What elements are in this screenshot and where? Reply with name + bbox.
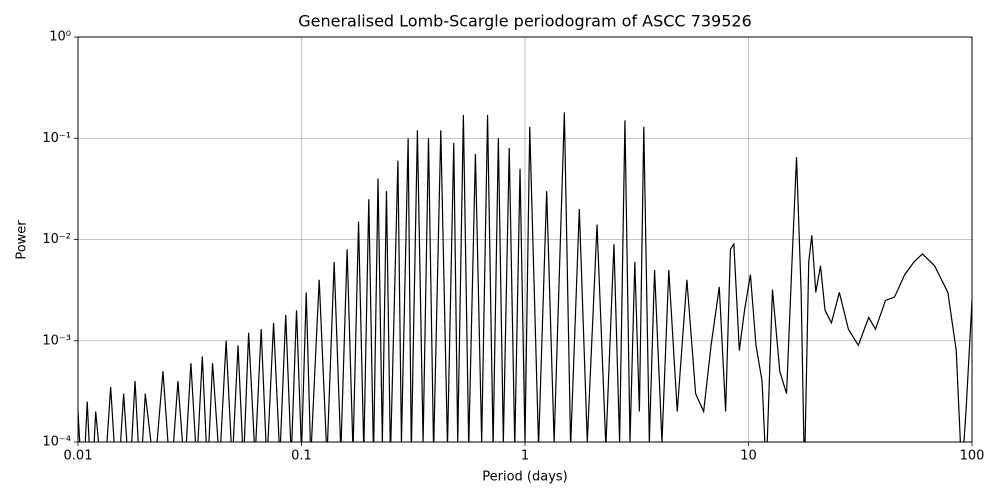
plot-frame <box>77 36 973 443</box>
chart-title: Generalised Lomb-Scargle periodogram of … <box>298 12 752 31</box>
x-tick-label: 0.1 <box>291 449 312 464</box>
y-tick-label: 10⁻⁴ <box>42 435 71 450</box>
x-tick-label: 1 <box>521 449 529 464</box>
periodogram-line <box>78 112 972 442</box>
y-tick-label: 10⁰ <box>49 30 71 45</box>
y-tick-label: 10⁻² <box>42 232 71 247</box>
x-tick-label: 100 <box>960 449 985 464</box>
y-tick-label: 10⁻¹ <box>42 131 71 146</box>
x-tick-label: 0.01 <box>64 449 93 464</box>
y-axis-label: Power <box>15 220 30 260</box>
x-axis-label: Period (days) <box>482 470 568 485</box>
y-tick-label: 10⁻³ <box>42 333 71 348</box>
x-tick-label: 10 <box>740 449 757 464</box>
